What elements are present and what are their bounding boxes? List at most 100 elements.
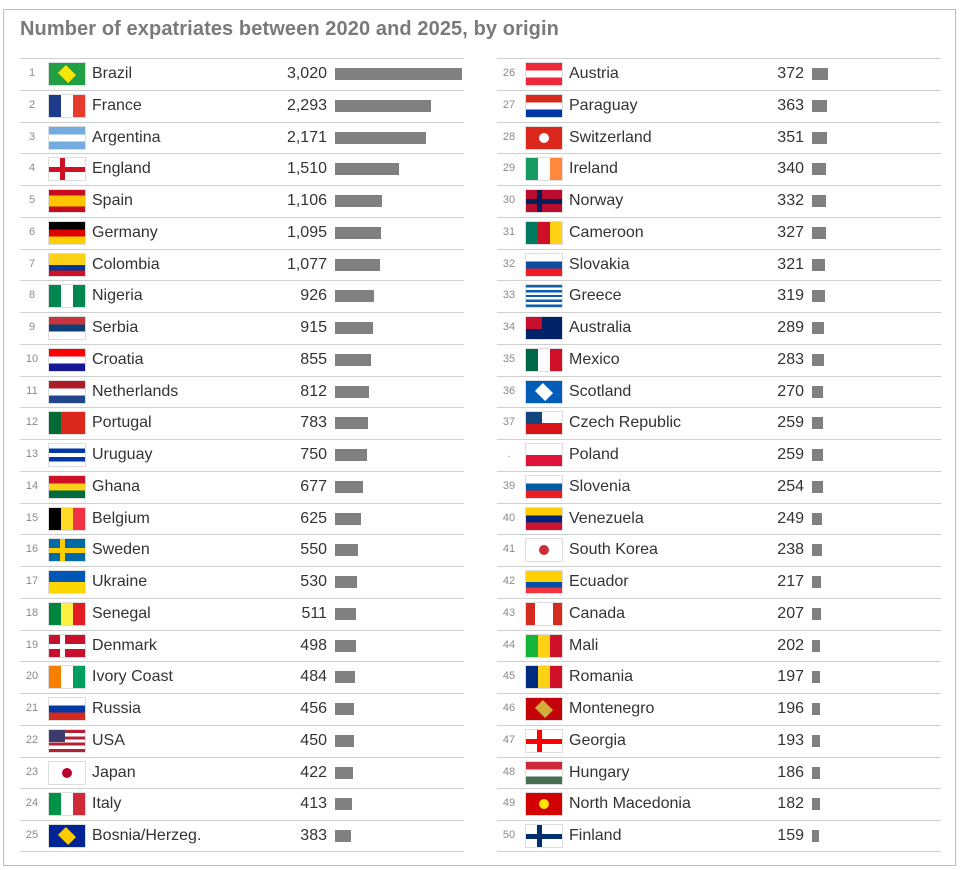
bar xyxy=(812,766,820,779)
rank-label: 1 xyxy=(28,67,36,79)
bar xyxy=(335,544,359,557)
value-label: 283 xyxy=(777,350,804,368)
flag-icon xyxy=(48,792,86,817)
bar xyxy=(812,226,826,239)
table-row: 36 Scotland 270 xyxy=(497,375,941,408)
country-name: France xyxy=(92,96,142,114)
rank-label: 43 xyxy=(502,606,516,619)
flag-icon xyxy=(525,728,563,753)
country-name: Venezuela xyxy=(569,509,644,527)
value-label: 319 xyxy=(777,287,804,305)
bar xyxy=(812,68,828,80)
value-label: 363 xyxy=(777,96,804,114)
value-label: 1,510 xyxy=(286,160,327,178)
chart-frame xyxy=(3,9,956,866)
flag-icon xyxy=(525,62,563,86)
bar xyxy=(335,417,368,430)
table-row: 20 Ivory Coast 484 xyxy=(20,661,464,693)
bar xyxy=(812,703,821,715)
flag-icon xyxy=(525,474,563,499)
bar xyxy=(335,385,370,398)
rank-label: 45 xyxy=(502,670,516,683)
table-row: 48 Hungary 186 xyxy=(497,756,941,789)
rank-label: 10 xyxy=(25,352,39,365)
bar xyxy=(812,671,821,684)
rank-label: 33 xyxy=(502,289,516,302)
flag-icon xyxy=(525,347,563,372)
country-name: Russia xyxy=(92,700,141,717)
rank-label: 15 xyxy=(25,511,39,524)
country-name: Germany xyxy=(92,223,158,241)
flag-icon xyxy=(525,665,563,690)
value-label: 413 xyxy=(300,795,327,813)
bar xyxy=(812,798,820,811)
value-label: 321 xyxy=(777,255,804,273)
flag-icon xyxy=(48,125,86,150)
flag-icon xyxy=(525,760,563,785)
value-label: 498 xyxy=(300,636,327,654)
flag-icon xyxy=(525,570,563,594)
rank-label: 31 xyxy=(502,225,516,238)
table-row: 17 Ukraine 530 xyxy=(20,566,464,598)
table-row: 23 Japan 422 xyxy=(20,756,464,789)
country-name: Croatia xyxy=(92,350,144,368)
flag-icon xyxy=(48,157,86,182)
table-row: 25 Bosnia/Herzeg. 383 xyxy=(20,820,464,852)
value-label: 196 xyxy=(777,700,804,717)
rank-label: 19 xyxy=(25,638,39,651)
bar xyxy=(812,639,821,652)
rank-label: 21 xyxy=(25,702,39,714)
value-label: 182 xyxy=(777,795,804,813)
value-label: 340 xyxy=(777,160,804,178)
bar xyxy=(812,131,827,144)
flag-icon xyxy=(48,697,86,721)
rank-label: 24 xyxy=(25,797,39,810)
bar xyxy=(812,195,826,207)
country-name: Colombia xyxy=(92,255,160,273)
flag-icon xyxy=(525,792,563,817)
value-label: 484 xyxy=(300,668,327,686)
bar xyxy=(812,480,823,493)
country-name: Mali xyxy=(569,636,599,654)
value-label: 202 xyxy=(777,636,804,654)
table-row: 16 Sweden 550 xyxy=(20,534,464,566)
flag-icon xyxy=(525,443,563,467)
table-row: 7 Colombia 1,077 xyxy=(20,248,464,281)
rank-label: 5 xyxy=(28,194,36,206)
value-label: 783 xyxy=(300,414,327,432)
table-row: 45 Romania 197 xyxy=(497,661,941,693)
flag-icon xyxy=(48,601,86,626)
bar xyxy=(335,798,353,811)
value-label: 625 xyxy=(300,509,327,527)
country-name: Australia xyxy=(569,319,632,336)
country-name: Italy xyxy=(92,795,122,813)
rank-label: 50 xyxy=(502,829,516,841)
value-label: 1,077 xyxy=(286,255,327,273)
country-name: Montenegro xyxy=(569,700,655,717)
value-label: 289 xyxy=(777,319,804,336)
rank-label: 36 xyxy=(502,384,516,397)
flag-icon xyxy=(48,189,86,213)
flag-icon xyxy=(48,252,86,277)
flag-icon xyxy=(48,824,86,848)
value-label: 1,095 xyxy=(286,223,327,241)
table-row: 41 South Korea 238 xyxy=(497,534,941,566)
rank-label: 48 xyxy=(502,765,516,778)
bar xyxy=(335,576,358,588)
value-label: 186 xyxy=(777,763,804,781)
country-name: Ireland xyxy=(569,160,618,178)
value-label: 3,020 xyxy=(286,65,327,82)
value-label: 372 xyxy=(777,65,804,82)
bar xyxy=(812,353,824,366)
value-label: 207 xyxy=(777,604,804,622)
value-label: 550 xyxy=(300,541,327,559)
country-name: Scotland xyxy=(569,382,632,400)
rank-label: 18 xyxy=(25,606,39,619)
country-name: Finland xyxy=(569,827,622,844)
flag-icon xyxy=(48,379,86,404)
country-name: Georgia xyxy=(569,731,626,749)
rank-label: 13 xyxy=(25,448,39,460)
rank-label: 9 xyxy=(28,321,36,333)
country-name: Hungary xyxy=(569,763,630,781)
country-name: Romania xyxy=(569,668,634,686)
